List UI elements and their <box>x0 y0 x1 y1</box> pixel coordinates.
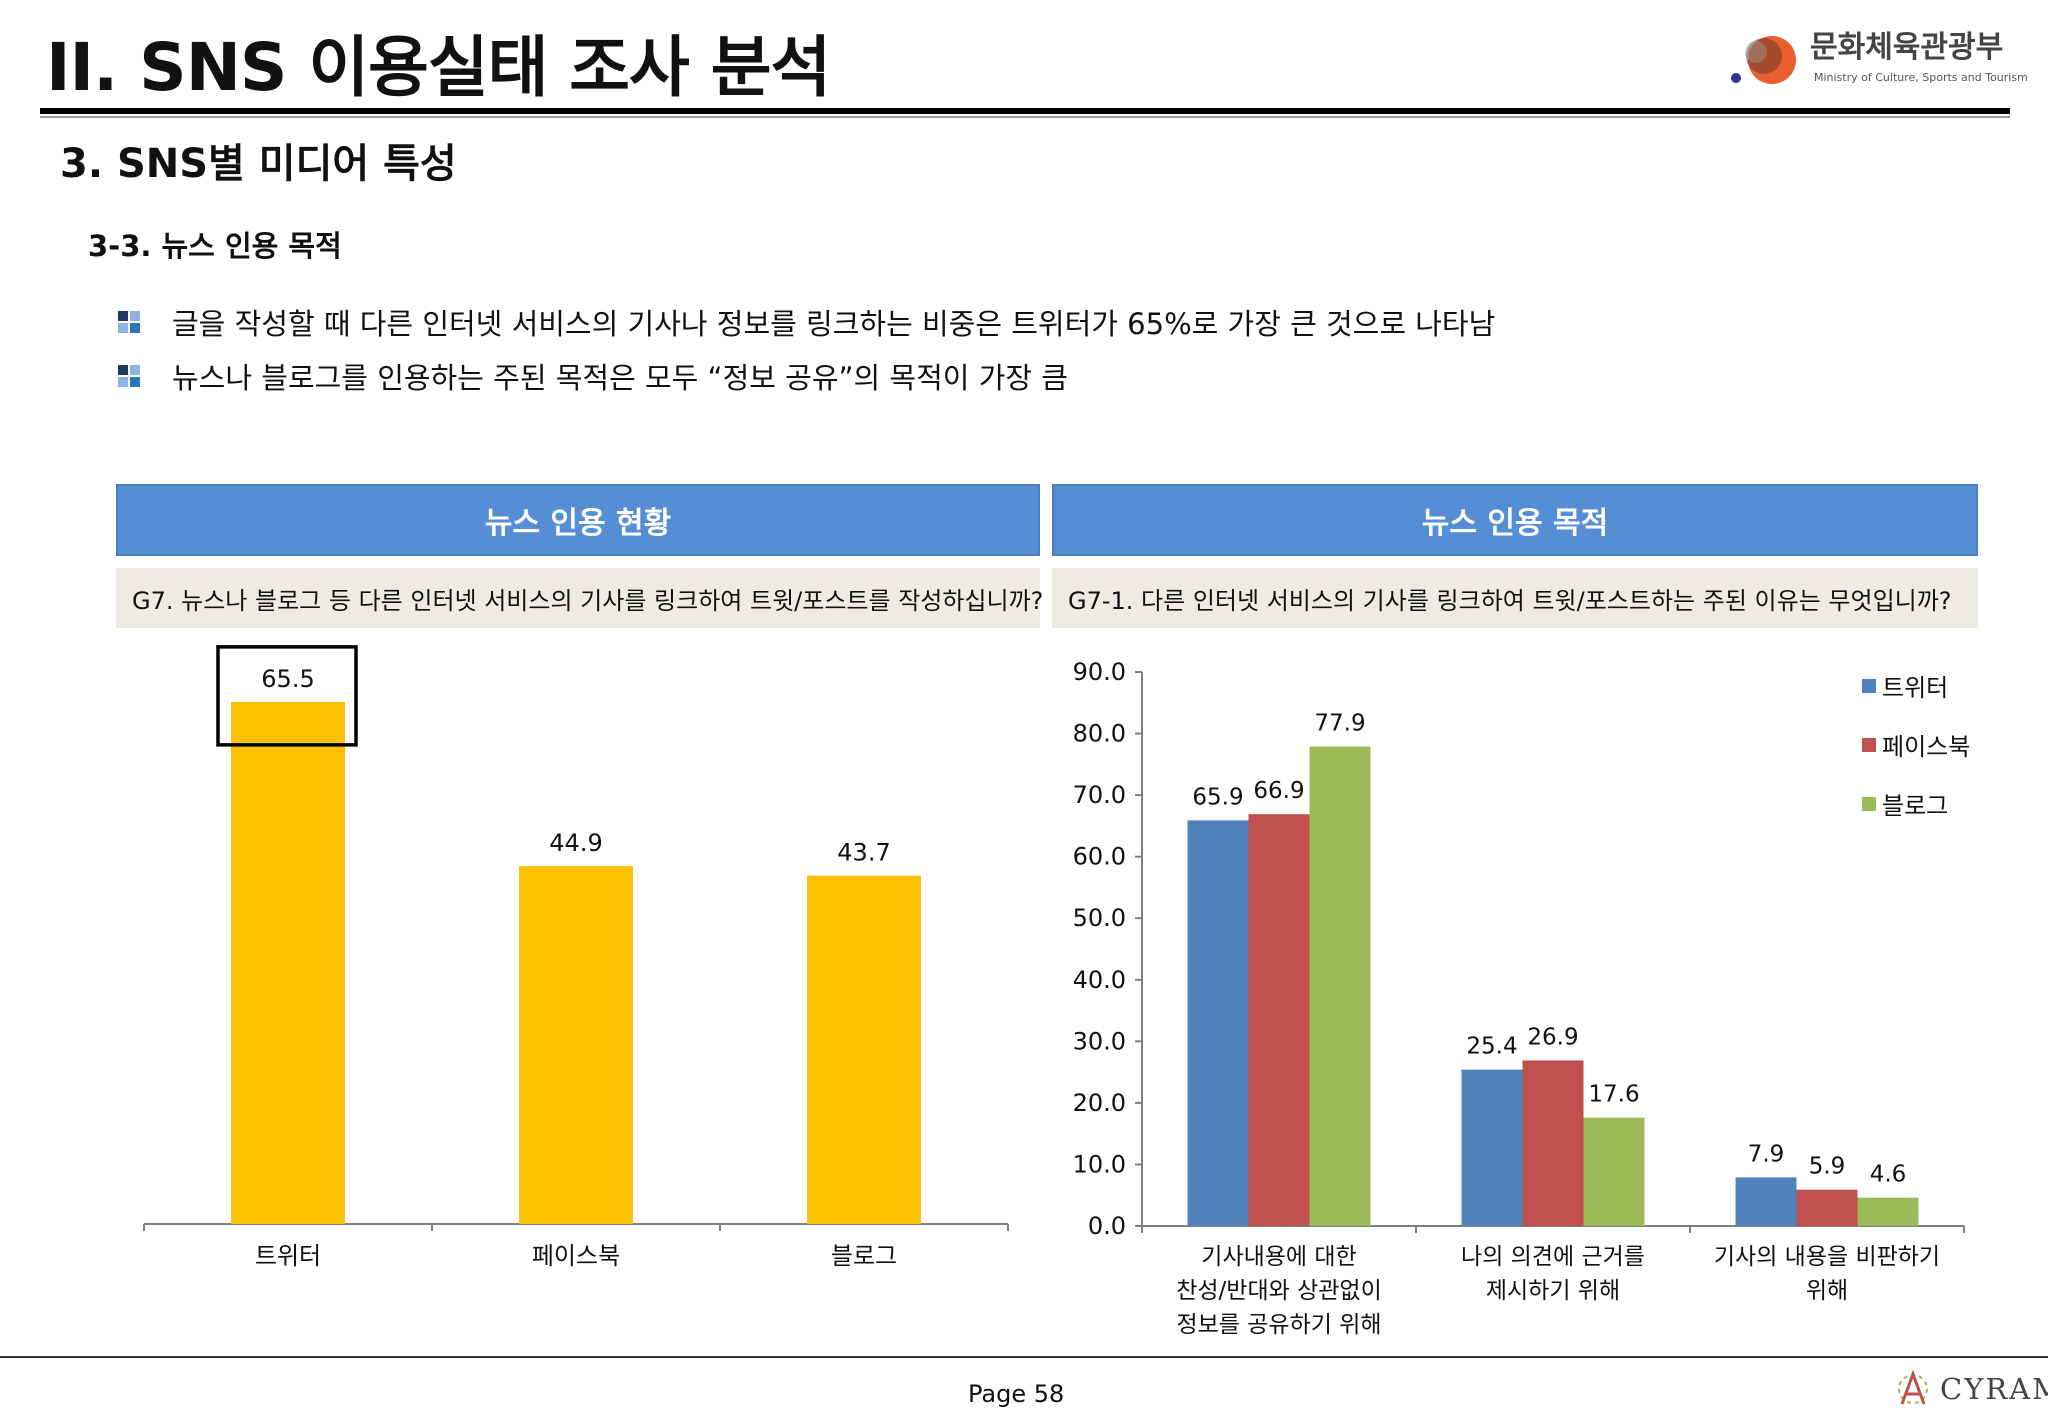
data-label: 5.9 <box>1809 1154 1846 1180</box>
right-question: G7-1. 다른 인터넷 서비스의 기사를 링크하여 트윗/포스트하는 주된 이… <box>1052 568 1978 628</box>
data-label: 17.6 <box>1588 1082 1639 1108</box>
subsection-heading: 3-3. 뉴스 인용 목적 <box>88 229 342 263</box>
bar <box>1248 814 1310 1226</box>
bar <box>1461 1069 1523 1226</box>
data-label: 26.9 <box>1527 1024 1578 1050</box>
x-tick-label: 찬성/반대와 상관없이 <box>1176 1278 1382 1304</box>
y-tick-label: 90.0 <box>1073 658 1126 686</box>
news-citation-chart: 65.5 트위터 44.9 페이스북 43.7 블로그 <box>143 645 1009 1270</box>
x-tick-label: 제시하기 위해 <box>1486 1278 1620 1304</box>
highlight-box <box>216 645 358 747</box>
legend-swatch <box>1862 737 1876 752</box>
bullet-text: 뉴스나 블로그를 인용하는 주된 목적은 모두 “정보 공유”의 목적이 가장 … <box>172 361 1068 395</box>
legend-item-blog: 블로그 <box>1862 786 1948 821</box>
bar <box>1187 820 1249 1226</box>
footer-rule <box>0 1356 2048 1358</box>
x-tick-label: 기사의 내용을 비판하기 <box>1714 1244 1940 1270</box>
x-tick-label: 나의 의견에 근거를 <box>1461 1244 1645 1270</box>
bar <box>1735 1177 1797 1226</box>
title-rule-shadow <box>40 116 2010 118</box>
bar <box>1522 1060 1584 1226</box>
y-tick-label: 30.0 <box>1073 1027 1126 1055</box>
data-label: 25.4 <box>1466 1034 1517 1060</box>
y-tick-label: 80.0 <box>1073 720 1126 748</box>
data-label: 4.6 <box>1870 1162 1907 1188</box>
citation-purpose-chart: 0.0 10.0 20.0 30.0 40.0 50.0 60.0 70.0 80.0 90.0 6… <box>1073 658 1965 1338</box>
legend-label: 페이스북 <box>1882 733 1971 761</box>
legend-swatch <box>1862 796 1876 811</box>
bar <box>807 875 921 1224</box>
data-label: 77.9 <box>1314 710 1365 736</box>
cyram-logo-icon <box>1898 1369 1928 1405</box>
section-heading: 3. SNS별 미디어 특성 <box>60 141 457 187</box>
bullet-text: 글을 작성할 때 다른 인터넷 서비스의 기사나 정보를 링크하는 비중은 트위… <box>172 307 1496 341</box>
legend-item-facebook: 페이스북 <box>1862 727 1970 762</box>
left-question: G7. 뉴스나 블로그 등 다른 인터넷 서비스의 기사를 링크하여 트윗/포스… <box>116 568 1043 628</box>
y-tick-label: 20.0 <box>1073 1089 1126 1117</box>
y-tick-label: 50.0 <box>1073 904 1126 932</box>
title-rule <box>40 108 2010 114</box>
right-panel-header: 뉴스 인용 목적 <box>1052 484 1978 556</box>
data-label: 7.9 <box>1748 1141 1785 1167</box>
x-tick-label: 기사내용에 대한 <box>1201 1244 1356 1270</box>
bar <box>1309 746 1371 1226</box>
bullet-item: 글을 작성할 때 다른 인터넷 서비스의 기사나 정보를 링크하는 비중은 트위… <box>118 300 1495 344</box>
x-tick-label: 페이스북 <box>532 1242 620 1270</box>
page-title: II. SNS 이용실태 조사 분석 <box>46 29 831 106</box>
data-label: 44.9 <box>549 829 602 857</box>
bar <box>231 701 345 1224</box>
bar <box>1857 1197 1919 1226</box>
x-tick-label: 블로그 <box>831 1242 897 1270</box>
ministry-name: 문화체육관광부 <box>1810 30 2004 65</box>
bar <box>519 866 633 1224</box>
legend-swatch <box>1862 678 1876 693</box>
y-tick-label: 60.0 <box>1073 843 1126 871</box>
bar <box>1583 1117 1645 1226</box>
y-tick-label: 70.0 <box>1073 781 1126 809</box>
x-tick-label: 위해 <box>1806 1278 1848 1304</box>
data-label: 65.5 <box>261 665 314 693</box>
legend-item-twitter: 트위터 <box>1862 668 1948 703</box>
data-label: 65.9 <box>1192 784 1243 810</box>
ministry-logo-icon <box>1731 36 1796 84</box>
legend-label: 블로그 <box>1882 792 1949 820</box>
x-tick-label: 정보를 공유하기 위해 <box>1176 1312 1381 1338</box>
y-tick-label: 0.0 <box>1088 1212 1126 1240</box>
cyram-brand: CYRAM <box>1940 1372 2048 1406</box>
data-label: 43.7 <box>837 839 890 867</box>
ministry-name-english: Ministry of Culture, Sports and Tourism <box>1814 71 2028 84</box>
bullet-square-icon <box>118 311 140 333</box>
page-number: Page 58 <box>968 1380 1065 1408</box>
y-tick-label: 10.0 <box>1073 1150 1126 1178</box>
bar <box>1796 1189 1858 1226</box>
data-label: 66.9 <box>1253 778 1304 804</box>
left-panel-header: 뉴스 인용 현황 <box>116 484 1040 556</box>
bullet-item: 뉴스나 블로그를 인용하는 주된 목적은 모두 “정보 공유”의 목적이 가장 … <box>118 354 1068 398</box>
x-tick-label: 트위터 <box>255 1242 321 1270</box>
bullet-square-icon <box>118 365 140 387</box>
legend-label: 트위터 <box>1882 674 1949 702</box>
y-tick-label: 40.0 <box>1073 966 1126 994</box>
